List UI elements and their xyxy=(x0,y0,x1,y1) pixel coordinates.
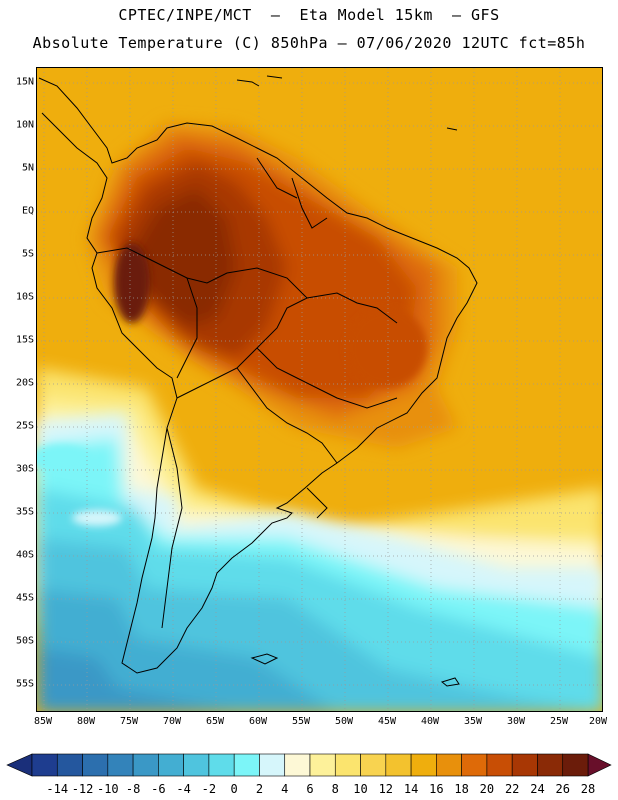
colorbar-swatch xyxy=(385,753,412,777)
lon-label: 40W xyxy=(420,716,440,727)
colorbar-swatch xyxy=(107,753,134,777)
colorbar-label: 16 xyxy=(429,782,444,796)
colorbar-label: 26 xyxy=(555,782,570,796)
lat-label: 55S xyxy=(15,678,34,690)
colorbar-swatch xyxy=(309,753,336,777)
colorbar-label: 6 xyxy=(306,782,314,796)
colorbar-swatch xyxy=(31,753,58,777)
lat-label: 5N xyxy=(21,162,34,174)
colorbar-label: 22 xyxy=(504,782,520,796)
colorbar-swatch xyxy=(183,753,210,777)
colorbar-swatch xyxy=(360,753,387,777)
lat-label: 5S xyxy=(21,248,34,260)
colorbar-label: -6 xyxy=(151,782,166,796)
colorbar-label: 8 xyxy=(331,782,339,796)
colorbar-label: 28 xyxy=(580,782,596,796)
colorbar-label: 4 xyxy=(281,782,289,796)
lat-label: 15S xyxy=(15,334,34,346)
lon-label: 70W xyxy=(162,716,182,727)
colorbar-label: 0 xyxy=(230,782,238,796)
lon-label: 65W xyxy=(205,716,225,727)
lon-label: 30W xyxy=(506,716,526,727)
temperature-field xyxy=(37,68,602,711)
colorbar-swatch xyxy=(233,753,260,777)
colorbar-high-arrow xyxy=(587,753,612,777)
lat-label: 40S xyxy=(15,549,34,561)
colorbar-label: 24 xyxy=(530,782,545,796)
lon-label: 75W xyxy=(119,716,139,727)
colorbar-swatch xyxy=(436,753,462,777)
lat-label: 30S xyxy=(15,463,34,475)
lon-label: 55W xyxy=(291,716,311,727)
colorbar-swatch xyxy=(334,753,361,777)
colorbar-swatch xyxy=(486,753,513,777)
lon-label: 20W xyxy=(588,716,608,727)
colorbar-swatch xyxy=(562,753,589,777)
colorbar-label: 20 xyxy=(479,782,495,796)
colorbar-swatch xyxy=(158,753,184,777)
map-subtitle: Absolute Temperature (C) 850hPa – 07/06/… xyxy=(32,34,586,52)
colorbar-label: 18 xyxy=(454,782,469,796)
lat-label: 25S xyxy=(15,420,34,432)
lon-label: 85W xyxy=(33,716,53,727)
colorbar-swatch xyxy=(132,753,159,777)
lon-label: 50W xyxy=(334,716,354,727)
colorbar-swatch xyxy=(259,753,286,777)
lon-label: 45W xyxy=(377,716,397,727)
lon-label: 25W xyxy=(549,716,569,727)
colorbar-swatch xyxy=(461,753,488,777)
lat-label: 20S xyxy=(15,377,34,389)
lon-label: 35W xyxy=(463,716,483,727)
lat-label: 45S xyxy=(15,592,34,604)
colorbar-swatch xyxy=(56,753,83,777)
temperature-map xyxy=(36,67,603,712)
lat-label: EQ xyxy=(21,205,34,217)
coastlines xyxy=(38,75,478,687)
lat-label: 35S xyxy=(15,506,34,518)
colorbar-swatch xyxy=(208,753,235,777)
colorbar-label: 14 xyxy=(403,782,419,796)
colorbar-label: -8 xyxy=(125,782,141,796)
colorbar-label: 10 xyxy=(353,782,368,796)
colorbar-label: 2 xyxy=(255,782,264,796)
colorbar-swatch xyxy=(511,753,538,777)
colorbar-swatch xyxy=(284,753,311,777)
colorbar-label: 12 xyxy=(378,782,394,796)
colorbar-label: -2 xyxy=(201,782,217,796)
colorbar-swatch xyxy=(82,753,109,777)
lat-label: 15N xyxy=(15,76,34,88)
colorbar-label: -14 xyxy=(46,782,69,796)
colorbar-label: -12 xyxy=(71,782,94,796)
map-title: CPTEC/INPE/MCT – Eta Model 15km – GFS xyxy=(118,6,500,24)
lat-label: 10S xyxy=(15,291,34,303)
colorbar-label: -10 xyxy=(96,782,119,796)
lon-label: 60W xyxy=(248,716,268,727)
colorbar-swatch xyxy=(537,753,564,777)
graticule xyxy=(37,68,602,711)
colorbar-low-arrow xyxy=(6,753,33,777)
colorbar xyxy=(6,753,612,777)
lon-label: 80W xyxy=(76,716,96,727)
lat-label: 10N xyxy=(15,119,34,131)
colorbar-swatch xyxy=(410,753,437,777)
colorbar-label: -4 xyxy=(176,782,191,796)
lat-label: 50S xyxy=(15,635,34,647)
